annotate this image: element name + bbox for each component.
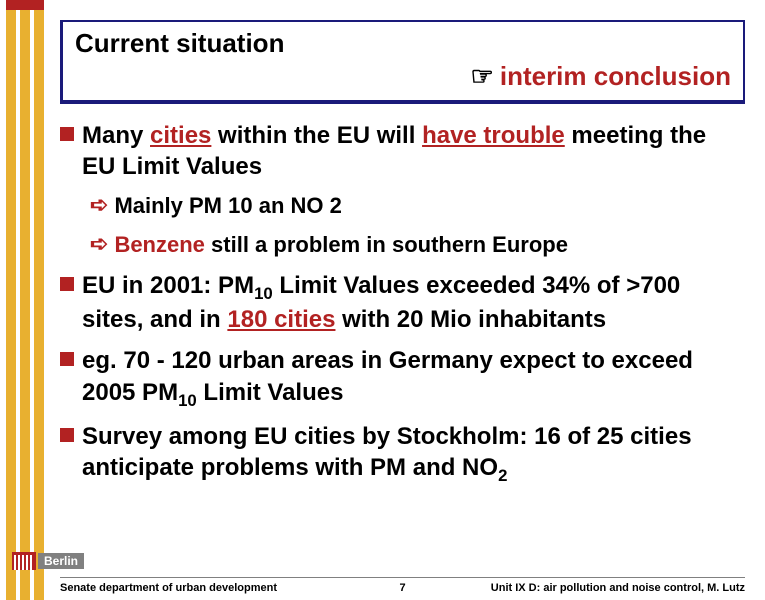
square-bullet-icon bbox=[60, 428, 74, 442]
bullet-text: eg. 70 - 120 urban areas in Germany expe… bbox=[82, 345, 745, 411]
decor-stripe-2 bbox=[20, 0, 30, 600]
title-box: Current situation ☞interim conclusion bbox=[60, 20, 745, 104]
decor-stripe-1 bbox=[6, 0, 16, 600]
subtitle-text: interim conclusion bbox=[500, 61, 731, 91]
bullet-text: EU in 2001: PM10 Limit Values exceeded 3… bbox=[82, 270, 745, 336]
bullet-level1: Many cities within the EU will have trou… bbox=[60, 120, 745, 182]
footer-right: Unit IX D: air pollution and noise contr… bbox=[491, 582, 745, 594]
bullet-level2: ➪Mainly PM 10 an NO 2 bbox=[90, 192, 745, 221]
footer: Senate department of urban development 7… bbox=[60, 577, 745, 594]
square-bullet-icon bbox=[60, 352, 74, 366]
hand-icon: ☞ bbox=[471, 61, 494, 91]
content-area: Many cities within the EU will have trou… bbox=[60, 120, 745, 497]
bullet-text: Benzene still a problem in southern Euro… bbox=[114, 231, 568, 260]
arrow-bullet-icon: ➪ bbox=[90, 192, 108, 218]
bullet-text: Mainly PM 10 an NO 2 bbox=[114, 192, 341, 221]
square-bullet-icon bbox=[60, 127, 74, 141]
gate-icon bbox=[12, 552, 36, 570]
bullet-level2: ➪Benzene still a problem in southern Eur… bbox=[90, 231, 745, 260]
title-line1: Current situation bbox=[75, 28, 731, 59]
decor-stripe-3 bbox=[34, 0, 44, 600]
decor-stripe-accent bbox=[6, 0, 44, 10]
bullet-text: Survey among EU cities by Stockholm: 16 … bbox=[82, 421, 745, 487]
footer-page-number: 7 bbox=[399, 582, 405, 594]
berlin-logo: Berlin bbox=[12, 552, 84, 570]
bullet-text: Many cities within the EU will have trou… bbox=[82, 120, 745, 182]
bullet-level1: eg. 70 - 120 urban areas in Germany expe… bbox=[60, 345, 745, 411]
arrow-bullet-icon: ➪ bbox=[90, 231, 108, 257]
bullet-level1: EU in 2001: PM10 Limit Values exceeded 3… bbox=[60, 270, 745, 336]
square-bullet-icon bbox=[60, 277, 74, 291]
title-line2: ☞interim conclusion bbox=[75, 61, 731, 92]
footer-left: Senate department of urban development bbox=[60, 582, 277, 594]
logo-text: Berlin bbox=[38, 553, 84, 569]
bullet-level1: Survey among EU cities by Stockholm: 16 … bbox=[60, 421, 745, 487]
